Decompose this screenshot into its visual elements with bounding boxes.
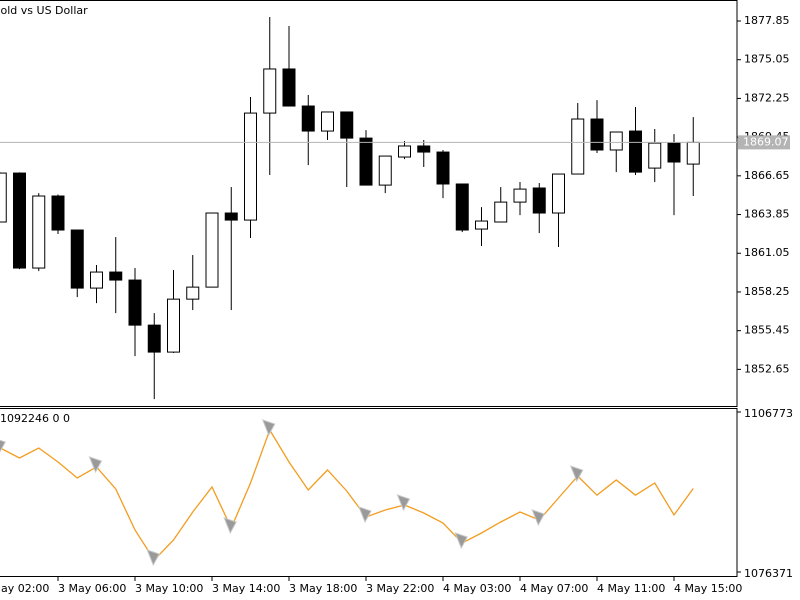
candle-body <box>0 172 7 223</box>
candle-body <box>70 229 84 289</box>
indicator-frame <box>0 408 738 577</box>
candle-body <box>609 131 623 151</box>
candle-body <box>51 195 65 231</box>
candle-body <box>475 220 488 230</box>
candle-body <box>552 173 565 214</box>
candle-body <box>340 111 354 139</box>
y-tick-label: 1076371 <box>744 567 793 580</box>
x-tick-label: 4 May 15:00 <box>674 582 742 595</box>
signal-marker <box>88 456 103 474</box>
chart-title: Gold vs US Dollar <box>0 4 88 17</box>
y-tick-label: 1875.05 <box>744 53 790 66</box>
signal-marker <box>531 509 545 527</box>
signal-marker <box>454 532 468 550</box>
signal-marker <box>358 506 372 524</box>
candle-body <box>186 286 200 300</box>
candle-body <box>455 183 469 231</box>
candle-body <box>378 155 392 186</box>
candle-body <box>109 271 123 281</box>
candle-body <box>32 195 46 269</box>
candle-body <box>224 212 238 221</box>
main-panel <box>0 17 737 400</box>
signal-marker <box>0 439 6 453</box>
x-tick-label: 3 May 22:00 <box>366 582 434 595</box>
candle-body <box>301 105 315 132</box>
candle-body <box>648 142 662 169</box>
signal-marker <box>146 549 160 567</box>
x-tick-label: 3 May 06:00 <box>58 582 126 595</box>
candle-body <box>321 111 334 132</box>
signal-marker <box>569 465 584 483</box>
signal-marker <box>261 419 276 437</box>
candle-body <box>244 112 257 221</box>
candle-body <box>205 212 219 288</box>
y-tick-label: 1861.05 <box>744 246 790 259</box>
candle-body <box>128 279 142 326</box>
y-tick-label: 1866.65 <box>744 169 790 182</box>
candle-body <box>571 118 585 175</box>
candle-body <box>513 188 527 203</box>
candle-body <box>494 201 508 223</box>
candle-body <box>667 142 681 163</box>
candle-body <box>532 187 546 214</box>
candle-body <box>686 141 700 165</box>
y-tick-label: 1863.85 <box>744 208 790 221</box>
y-tick-label: 1855.45 <box>744 324 790 337</box>
y-tick-label: 1858.25 <box>744 285 790 298</box>
x-tick-label: 4 May 11:00 <box>597 582 665 595</box>
y-tick-label: 1872.25 <box>744 91 790 104</box>
y-tick-label: 1852.65 <box>744 362 790 375</box>
candle-body <box>629 130 642 173</box>
candle-body <box>90 271 103 289</box>
candle-body <box>417 145 431 153</box>
signal-marker <box>396 494 411 512</box>
candle-body <box>398 145 411 158</box>
candle-body <box>263 68 277 114</box>
last-price-box <box>738 135 790 150</box>
main-frame <box>0 0 738 407</box>
axes: 1852.65 1855.45 1858.25 1861.05 1863.85 1866.… <box>0 14 793 595</box>
candle-body <box>167 298 180 353</box>
candle-body <box>436 151 450 185</box>
candle-body <box>359 137 373 186</box>
last-price-label: 1869.07 <box>743 135 789 148</box>
x-tick-label: 4 May 03:00 <box>443 582 511 595</box>
candle-body <box>13 172 26 269</box>
x-tick-label: 3 May 18:00 <box>289 582 357 595</box>
candle-body <box>282 68 296 107</box>
candle-body <box>147 324 161 353</box>
candle-body <box>590 118 604 151</box>
x-tick-label: 4 May 07:00 <box>520 582 588 595</box>
indicator-panel <box>0 419 694 567</box>
signal-marker <box>223 517 237 535</box>
x-tick-label: 3 May 14:00 <box>212 582 280 595</box>
indicator-label: 1092246 0 0 <box>0 412 70 425</box>
y-tick-label: 1106773 <box>744 407 793 420</box>
x-tick-label: 3 May 10:00 <box>135 582 203 595</box>
y-tick-label: 1877.85 <box>744 14 790 27</box>
x-tick-label: 3 May 02:00 <box>0 582 49 595</box>
